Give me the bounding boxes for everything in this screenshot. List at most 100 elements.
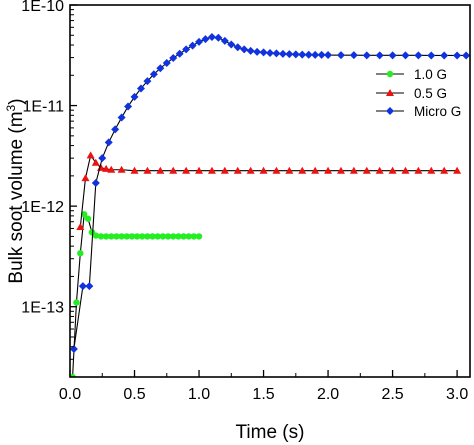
- data-point: [278, 49, 287, 58]
- data-point: [113, 233, 120, 240]
- data-point: [362, 51, 371, 60]
- data-point: [143, 166, 152, 174]
- data-point: [84, 215, 92, 222]
- data-point: [164, 233, 172, 240]
- data-point: [220, 36, 229, 45]
- data-point: [440, 51, 449, 60]
- y-tick-label: 1E-11: [22, 99, 64, 116]
- data-point: [92, 232, 100, 239]
- data-point: [175, 233, 182, 240]
- data-point: [253, 47, 262, 56]
- data-point: [349, 51, 358, 60]
- data-point: [133, 233, 141, 240]
- data-point: [169, 166, 178, 174]
- data-point: [311, 166, 320, 174]
- data-point: [102, 164, 111, 172]
- data-point: [149, 70, 158, 79]
- data-point: [440, 166, 449, 174]
- data-point: [227, 40, 236, 49]
- data-point: [123, 233, 130, 240]
- data-point: [80, 211, 88, 218]
- data-point: [81, 174, 90, 182]
- data-point: [143, 77, 152, 86]
- data-point: [266, 49, 274, 58]
- x-tick-label: 1.0: [188, 386, 210, 403]
- data-point: [162, 59, 171, 68]
- y-axis-title-superscript: 3: [4, 104, 18, 111]
- data-point: [233, 43, 242, 52]
- data-point: [118, 233, 125, 240]
- data-point: [246, 166, 255, 174]
- data-point: [149, 233, 156, 240]
- data-point: [336, 166, 345, 174]
- data-point: [324, 166, 333, 174]
- data-point: [462, 51, 470, 60]
- y-axis-title-main: Bulk soot volume (m: [6, 111, 27, 283]
- data-point: [259, 166, 268, 174]
- data-point: [311, 50, 320, 59]
- data-point: [144, 233, 151, 240]
- data-point: [130, 166, 139, 174]
- legend-marker-1: [386, 70, 394, 78]
- data-point: [117, 165, 126, 173]
- data-point: [117, 113, 126, 122]
- data-point: [401, 166, 410, 174]
- plot-frame: [69, 4, 471, 378]
- legend-marker-2: [386, 89, 394, 96]
- data-point: [272, 49, 281, 58]
- data-point: [285, 166, 294, 174]
- data-point: [190, 233, 198, 240]
- data-point: [375, 51, 384, 60]
- series-3: [70, 33, 470, 353]
- data-point: [97, 233, 105, 240]
- y-tick-label: 1E-10: [21, 0, 64, 15]
- data-point: [427, 166, 436, 174]
- data-point: [201, 35, 210, 44]
- data-point: [108, 233, 115, 240]
- data-point: [91, 178, 100, 187]
- data-point: [324, 51, 333, 60]
- data-point: [136, 84, 145, 93]
- data-point: [154, 233, 161, 240]
- data-point: [427, 51, 436, 60]
- data-point: [77, 250, 84, 257]
- data-point: [98, 154, 107, 163]
- data-point: [156, 166, 165, 174]
- data-point: [414, 166, 423, 174]
- x-axis-title: Time (s): [236, 422, 305, 443]
- data-point: [220, 166, 229, 174]
- data-point: [317, 50, 326, 59]
- data-point: [156, 64, 165, 73]
- series-2: [76, 151, 462, 231]
- data-point: [70, 344, 78, 353]
- y-tick-label: 1E-12: [21, 199, 64, 216]
- data-point: [124, 102, 133, 111]
- data-point: [414, 51, 423, 60]
- data-point: [102, 233, 110, 240]
- x-axis: 0.0 0.5 1.0 1.5 2.0 2.5 3.0: [59, 370, 468, 403]
- data-point: [272, 166, 281, 174]
- data-point: [453, 51, 462, 60]
- data-point: [182, 45, 191, 54]
- data-point: [130, 92, 139, 101]
- legend-item-3: Micro G: [376, 104, 461, 119]
- series-1: [70, 211, 203, 377]
- data-point: [285, 50, 294, 59]
- data-point: [107, 165, 116, 173]
- data-point: [233, 166, 242, 174]
- data-point: [195, 233, 203, 240]
- data-point: [362, 166, 371, 174]
- data-point: [76, 223, 85, 231]
- x-tick-label: 0.5: [123, 386, 145, 403]
- data-point: [104, 138, 113, 147]
- data-point: [240, 45, 249, 54]
- data-point: [349, 166, 358, 174]
- data-point: [85, 282, 94, 291]
- x-tick-label: 0.0: [59, 386, 81, 403]
- data-point: [128, 233, 136, 240]
- data-point: [139, 233, 146, 240]
- data-point: [304, 50, 313, 59]
- y-axis: 1E-13 1E-12 1E-11 1E-10: [21, 0, 77, 378]
- legend: 1.0 G 0.5 G Micro G: [376, 67, 461, 119]
